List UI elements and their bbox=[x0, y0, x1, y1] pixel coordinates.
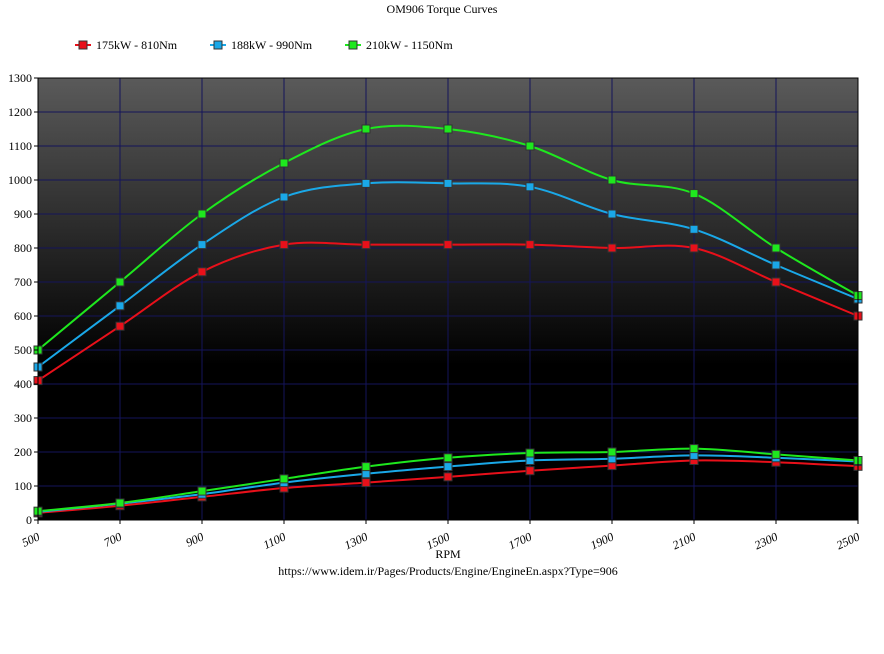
y-tick-label: 0 bbox=[26, 513, 32, 527]
data-point-torque bbox=[607, 243, 617, 253]
data-point-torque bbox=[361, 178, 371, 188]
data-point-power bbox=[689, 444, 699, 454]
y-tick-label: 800 bbox=[14, 241, 32, 255]
data-point-torque bbox=[771, 277, 781, 287]
data-point-torque bbox=[607, 175, 617, 185]
data-point-torque bbox=[197, 209, 207, 219]
x-tick-label: 1300 bbox=[342, 529, 370, 552]
x-tick-label: 1100 bbox=[261, 529, 288, 551]
footer-url: https://www.idem.ir/Pages/Products/Engin… bbox=[278, 564, 617, 578]
data-point-torque bbox=[361, 240, 371, 250]
data-point-torque bbox=[115, 321, 125, 331]
data-point-power bbox=[525, 448, 535, 458]
data-point-torque bbox=[279, 158, 289, 168]
legend-marker bbox=[348, 40, 358, 50]
data-point-power bbox=[443, 462, 453, 472]
data-point-torque bbox=[115, 301, 125, 311]
x-tick-label: 2500 bbox=[834, 529, 862, 552]
y-tick-label: 1000 bbox=[8, 173, 32, 187]
y-tick-label: 1100 bbox=[8, 139, 32, 153]
data-point-torque bbox=[361, 124, 371, 134]
data-point-torque bbox=[525, 141, 535, 151]
y-tick-label: 100 bbox=[14, 479, 32, 493]
y-tick-label: 400 bbox=[14, 377, 32, 391]
x-tick-label: 2100 bbox=[670, 529, 698, 552]
legend: 175kW - 810Nm 188kW - 990Nm 210kW - 1150Nm bbox=[75, 38, 453, 52]
x-tick-label: 2300 bbox=[752, 529, 780, 552]
data-point-power bbox=[607, 447, 617, 457]
data-point-power bbox=[443, 453, 453, 463]
data-point-power bbox=[525, 466, 535, 476]
data-point-torque bbox=[771, 260, 781, 270]
data-point-torque bbox=[443, 240, 453, 250]
data-point-power bbox=[279, 474, 289, 484]
y-tick-label: 700 bbox=[14, 275, 32, 289]
data-point-torque bbox=[607, 209, 617, 219]
data-point-torque bbox=[279, 240, 289, 250]
y-tick-label: 200 bbox=[14, 445, 32, 459]
data-point-torque bbox=[197, 267, 207, 277]
x-tick-label: 500 bbox=[20, 529, 42, 549]
data-point-torque bbox=[443, 178, 453, 188]
y-tick-label: 1200 bbox=[8, 105, 32, 119]
data-point-torque bbox=[115, 277, 125, 287]
data-point-torque bbox=[525, 240, 535, 250]
data-point-power bbox=[115, 498, 125, 508]
y-tick-label: 300 bbox=[14, 411, 32, 425]
legend-label: 210kW - 1150Nm bbox=[366, 38, 453, 52]
data-point-torque bbox=[525, 182, 535, 192]
data-point-torque bbox=[689, 189, 699, 199]
x-tick-label: 700 bbox=[102, 529, 124, 549]
x-axis-label: RPM bbox=[435, 547, 461, 561]
data-point-torque bbox=[689, 224, 699, 234]
data-point-power bbox=[361, 478, 371, 488]
data-point-power bbox=[443, 472, 453, 482]
y-tick-label: 600 bbox=[14, 309, 32, 323]
data-point-torque bbox=[197, 240, 207, 250]
legend-label: 188kW - 990Nm bbox=[231, 38, 313, 52]
y-tick-label: 1300 bbox=[8, 71, 32, 85]
data-point-power bbox=[197, 486, 207, 496]
chart-title: OM906 Torque Curves bbox=[387, 2, 498, 16]
data-point-torque bbox=[279, 192, 289, 202]
legend-marker bbox=[213, 40, 223, 50]
data-point-torque bbox=[689, 243, 699, 253]
data-point-power bbox=[525, 456, 535, 465]
data-point-power bbox=[361, 462, 371, 472]
x-tick-label: 900 bbox=[184, 529, 206, 549]
data-point-torque bbox=[443, 124, 453, 134]
data-point-torque bbox=[771, 243, 781, 253]
data-point-power bbox=[771, 449, 781, 459]
y-tick-label: 500 bbox=[14, 343, 32, 357]
legend-label: 175kW - 810Nm bbox=[96, 38, 178, 52]
legend-marker bbox=[78, 40, 88, 50]
x-tick-label: 1700 bbox=[506, 529, 534, 552]
y-tick-label: 900 bbox=[14, 207, 32, 221]
x-tick-label: 1900 bbox=[588, 529, 616, 552]
